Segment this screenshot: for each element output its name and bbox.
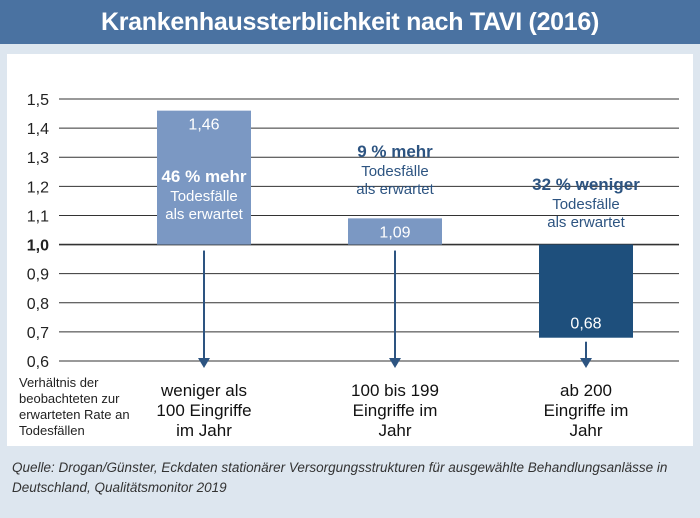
bar bbox=[348, 218, 442, 245]
y-tick-label: 0,8 bbox=[27, 296, 49, 313]
y-axis-label: Todesfällen bbox=[19, 423, 85, 438]
arrow-head bbox=[580, 358, 592, 368]
arrow-head bbox=[389, 358, 401, 368]
annotation-text: Todesfälle bbox=[552, 196, 620, 213]
y-axis-label: beobachteten zur bbox=[19, 391, 120, 406]
y-tick-label: 1,3 bbox=[27, 150, 49, 167]
chart-svg: 1,5 1,4 1,3 1,2 1,1 1,0 0,9 0,8 0,7 0,6 Verhältnis… bbox=[19, 92, 679, 440]
source-note: Quelle: Drogan/Günster, Eckdaten station… bbox=[12, 460, 668, 495]
data-label: 0,68 bbox=[570, 316, 601, 333]
bar bbox=[157, 110, 251, 245]
annotation-text: als erwartet bbox=[547, 214, 625, 231]
chart-title: Krankenhaussterblichkeit nach TAVI (2016… bbox=[100, 7, 600, 36]
category-label: weniger als bbox=[160, 381, 247, 400]
y-axis-label: erwarteten Rate an bbox=[19, 407, 130, 422]
annotation-text: Todesfälle bbox=[361, 163, 429, 180]
category-label: Eingriffe im bbox=[544, 401, 629, 420]
y-tick-label: 1,0 bbox=[27, 238, 49, 255]
annotation-text: als erwartet bbox=[356, 181, 434, 198]
category-label: 100 Eingriffe bbox=[156, 401, 251, 420]
category-label: Jahr bbox=[378, 421, 411, 440]
title-bar: Krankenhaussterblichkeit nach TAVI (2016… bbox=[0, 0, 700, 44]
chart-panel: 1,5 1,4 1,3 1,2 1,1 1,0 0,9 0,8 0,7 0,6 Verhältnis… bbox=[7, 54, 693, 446]
category-label: Eingriffe im bbox=[353, 401, 438, 420]
y-tick-label: 1,1 bbox=[27, 208, 49, 225]
annotation-text: Todesfälle bbox=[170, 188, 238, 205]
data-label: 1,09 bbox=[379, 224, 410, 241]
category-label: ab 200 bbox=[560, 381, 612, 400]
y-tick-label: 1,4 bbox=[27, 121, 49, 138]
bar bbox=[539, 244, 633, 338]
category-label: im Jahr bbox=[176, 421, 232, 440]
annotation-headline: 9 % mehr bbox=[357, 142, 433, 161]
data-label: 1,46 bbox=[188, 117, 219, 134]
y-tick-label: 1,2 bbox=[27, 179, 49, 196]
y-tick-label: 0,6 bbox=[27, 354, 49, 371]
annotation-text: als erwartet bbox=[165, 206, 243, 223]
y-tick-label: 0,7 bbox=[27, 325, 49, 342]
category-label: 100 bis 199 bbox=[351, 381, 439, 400]
y-tick-label: 0,9 bbox=[27, 267, 49, 284]
arrow-head bbox=[198, 358, 210, 368]
y-tick-label: 1,5 bbox=[27, 92, 49, 109]
y-axis-label: Verhältnis der bbox=[19, 375, 99, 390]
annotation-headline: 32 % weniger bbox=[532, 175, 640, 194]
category-label: Jahr bbox=[569, 421, 602, 440]
annotation-headline: 46 % mehr bbox=[161, 167, 246, 186]
